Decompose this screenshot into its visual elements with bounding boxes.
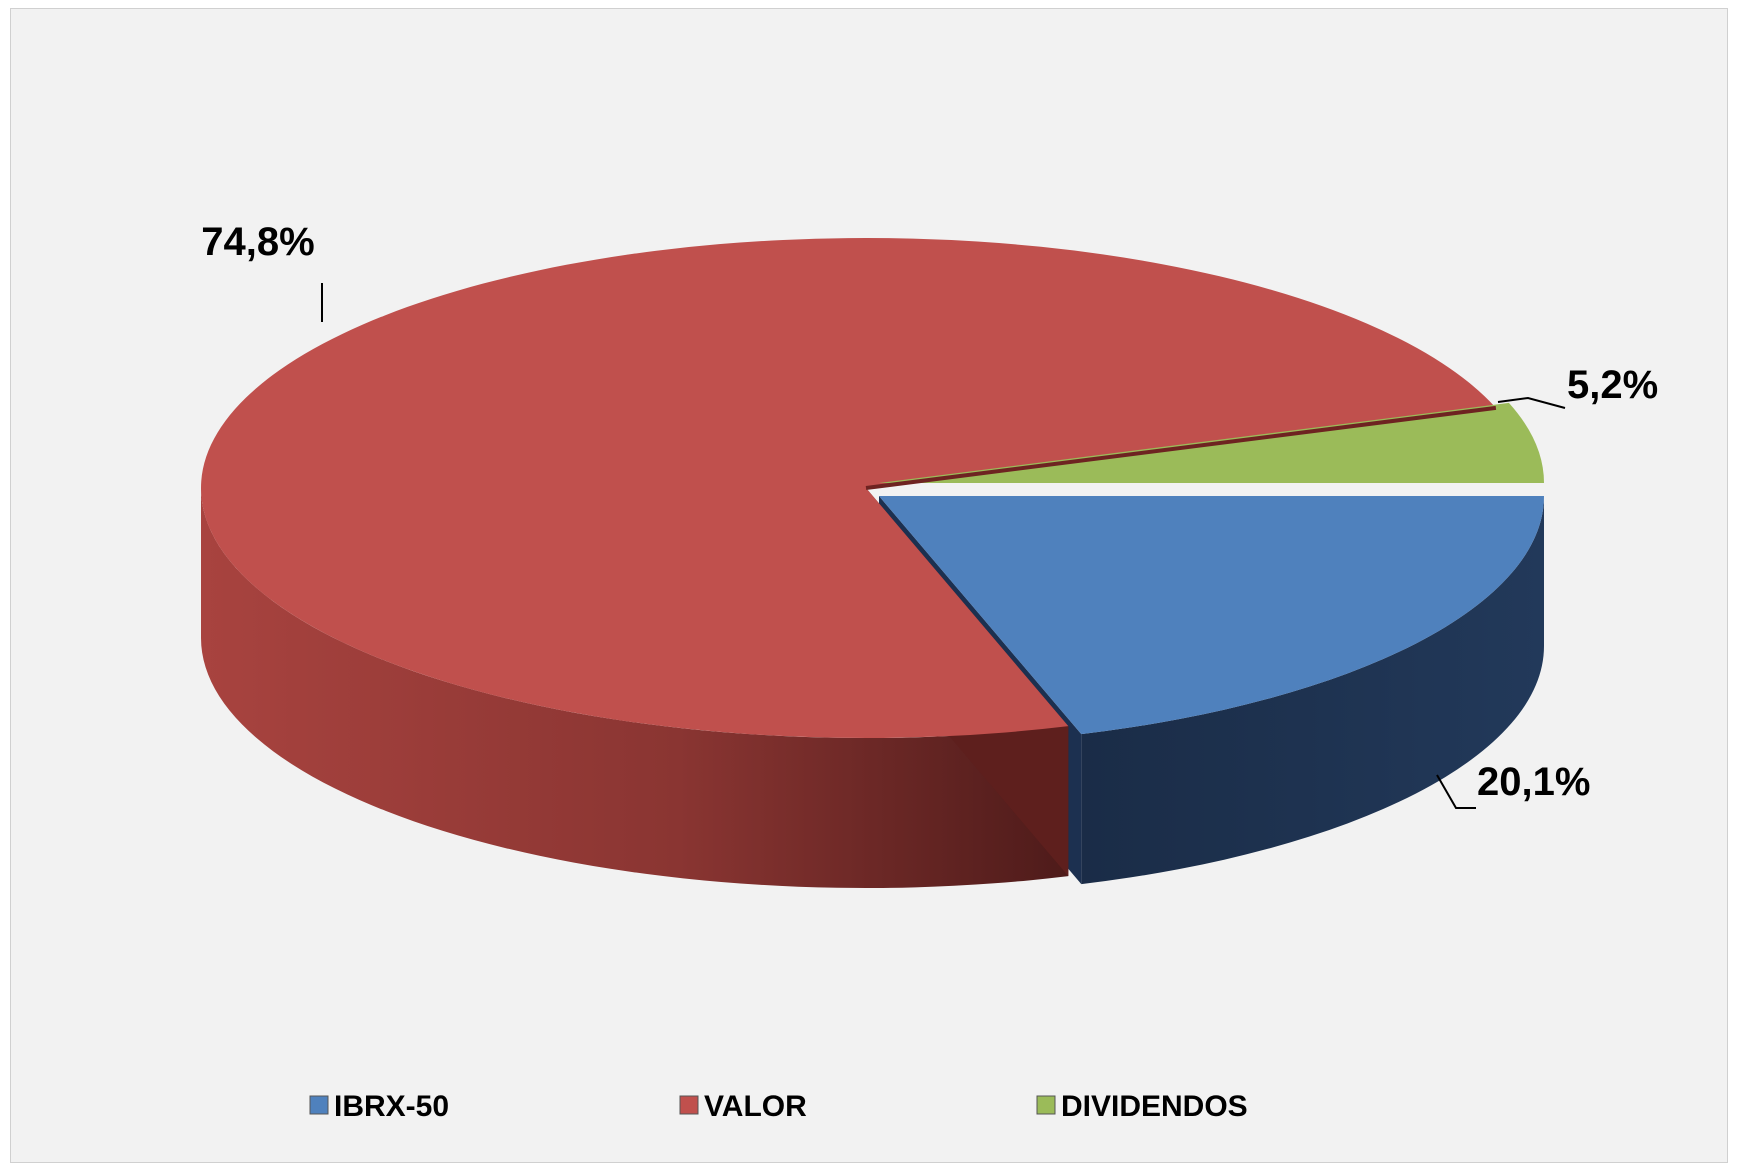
slice-ibrx-50 bbox=[879, 496, 1544, 735]
data-label-valor: 74,8% bbox=[201, 220, 314, 264]
leader-line-dividendos bbox=[1497, 396, 1566, 409]
slice-valor bbox=[201, 238, 1496, 739]
data-label-dividendos: 5,2% bbox=[1567, 363, 1658, 407]
slice-edge-valor bbox=[865, 405, 1497, 490]
data-labels: 20,1% 74,8% 5,2% bbox=[201, 220, 1658, 809]
legend-swatch-valor bbox=[679, 1095, 699, 1115]
legend-swatch-dividendos bbox=[1036, 1095, 1056, 1115]
legend-label-valor: VALOR bbox=[704, 1090, 807, 1123]
slice-side-ibrx-50 bbox=[1081, 496, 1544, 885]
leader-line-ibrx-50 bbox=[1436, 774, 1476, 809]
legend: IBRX-50 VALOR DIVIDENDOS bbox=[309, 1090, 1248, 1123]
legend-swatch-ibrx-50 bbox=[309, 1095, 329, 1115]
data-label-ibrx-50: 20,1% bbox=[1477, 760, 1590, 804]
legend-label-ibrx-50: IBRX-50 bbox=[334, 1090, 449, 1123]
legend-label-dividendos: DIVIDENDOS bbox=[1061, 1090, 1248, 1123]
slice-side-valor bbox=[201, 488, 1069, 888]
pie-slices bbox=[201, 238, 1544, 888]
